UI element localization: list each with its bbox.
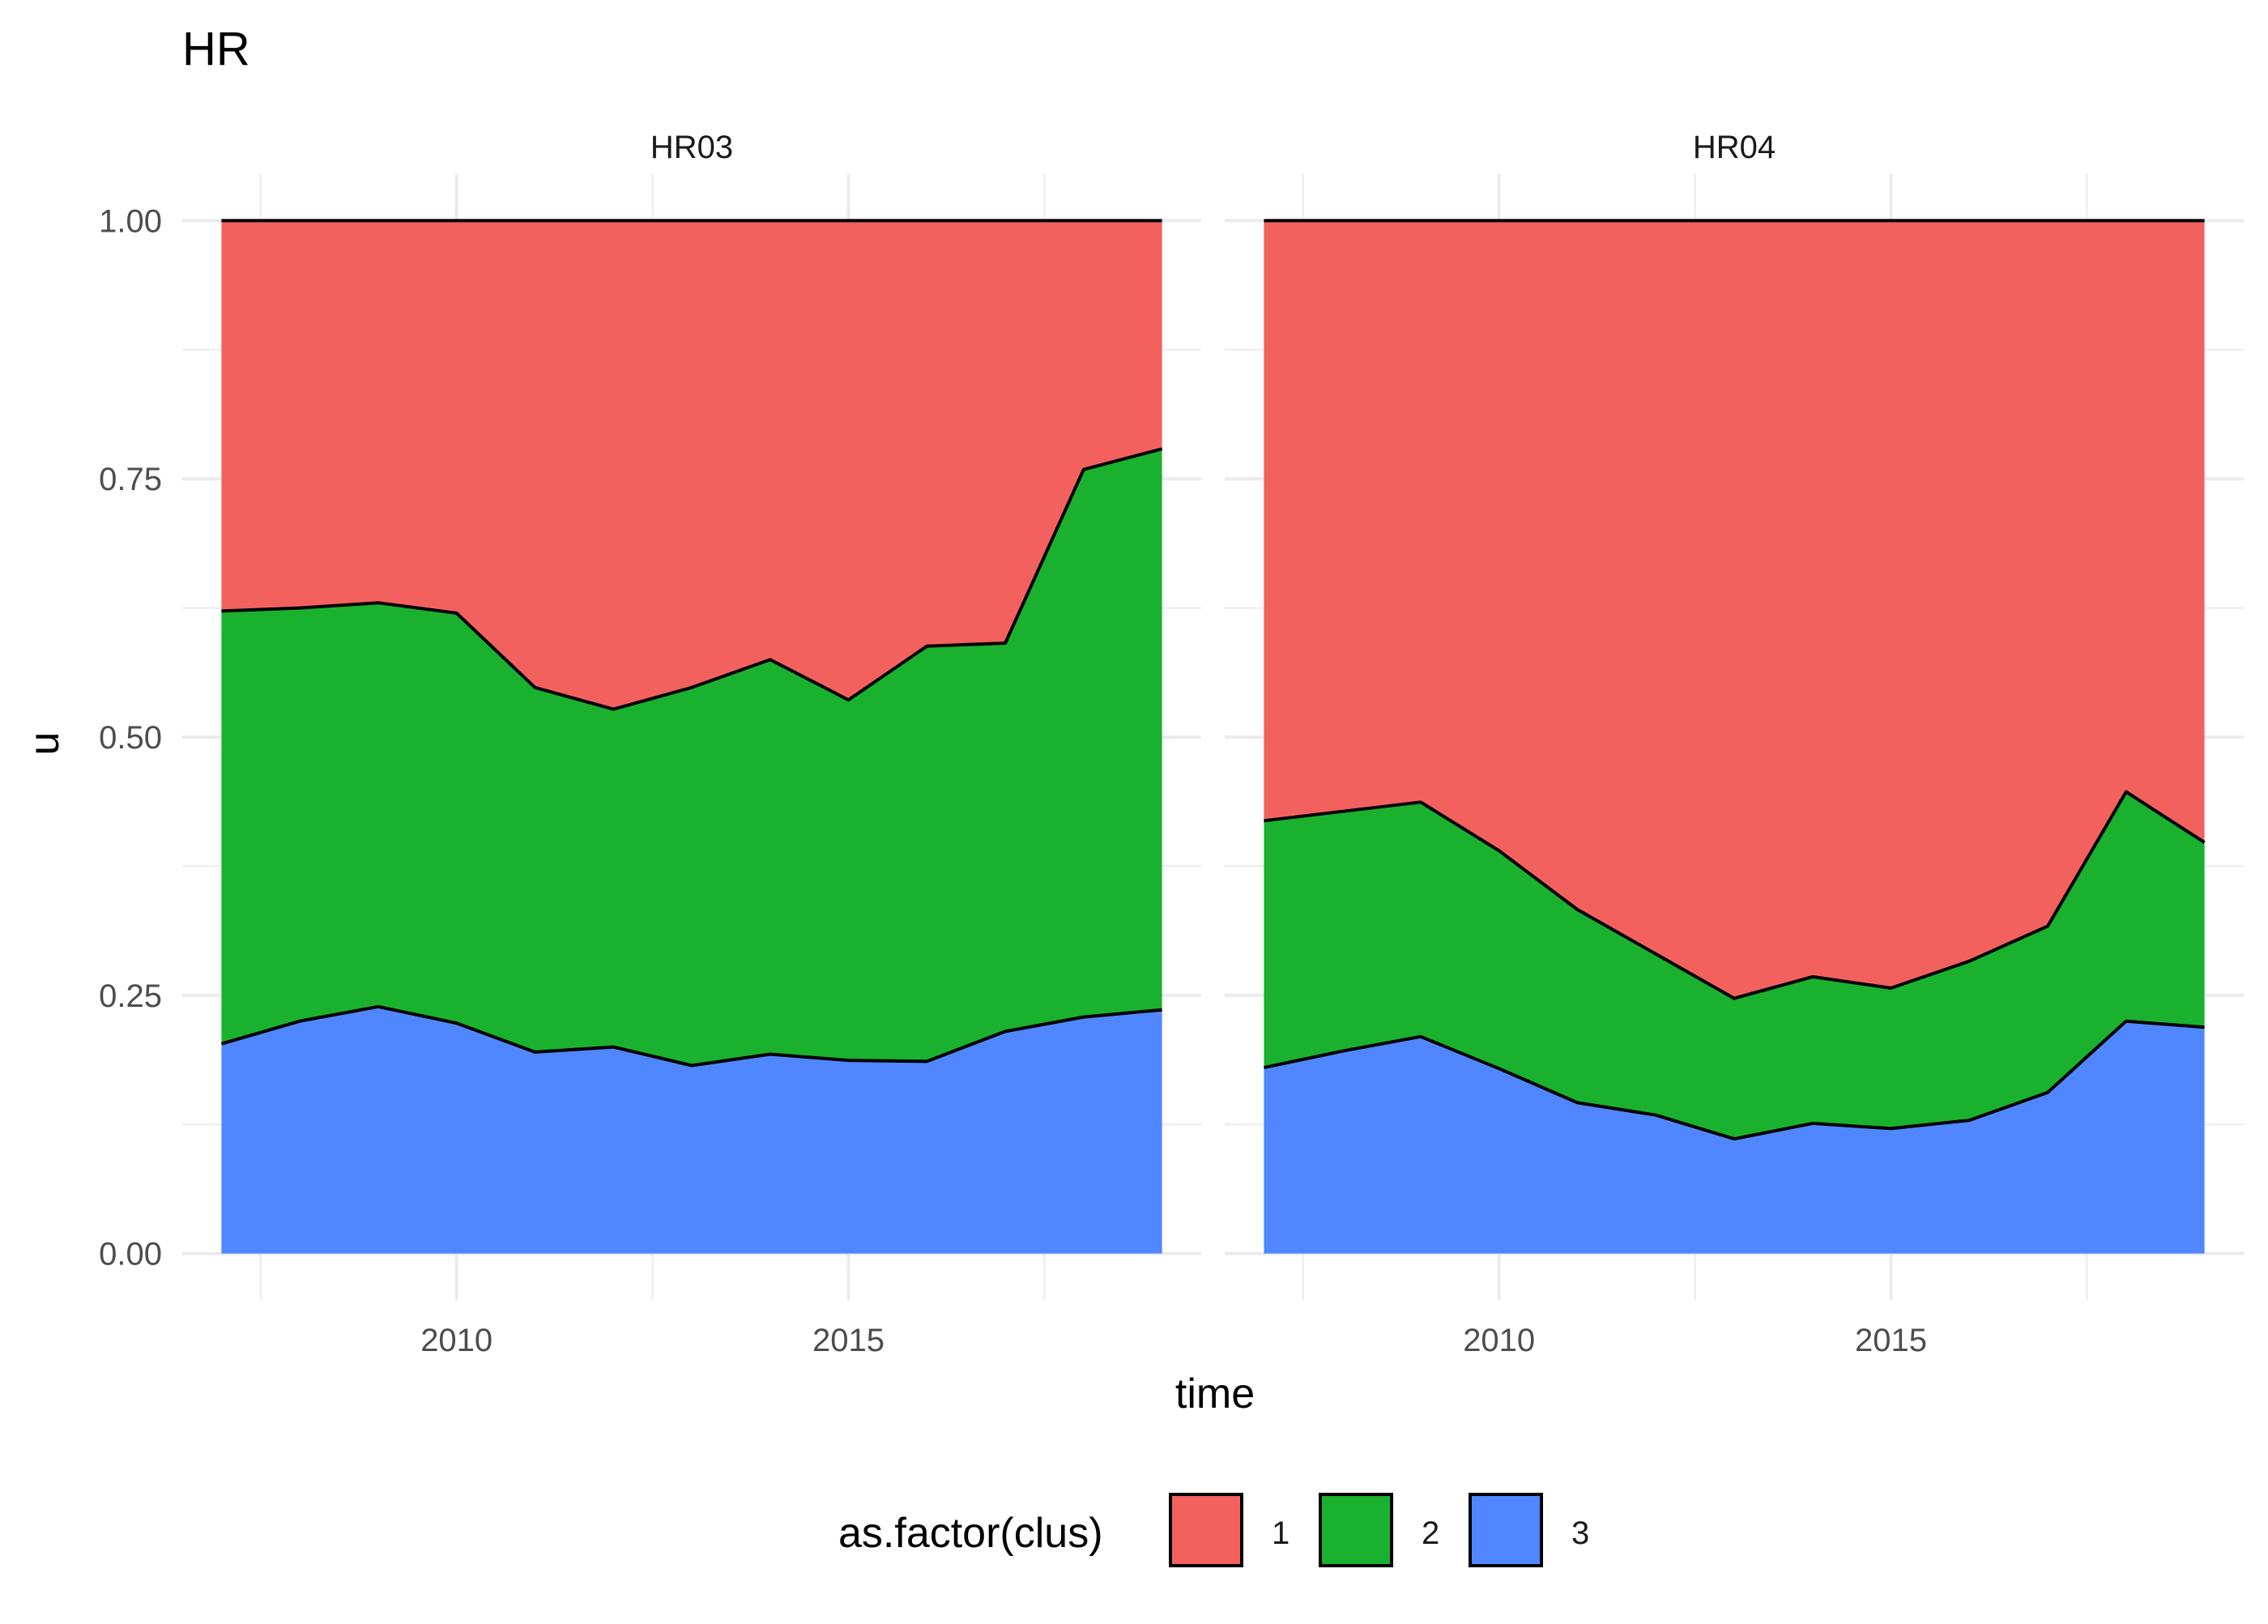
panels-layer: HR03 2010 2015 0.00 0.25 0.50 0.75 1.00 HR04 2010… xyxy=(99,130,2244,1358)
panel-hr04: HR04 2010 2015 xyxy=(1225,130,2244,1358)
legend-key-1 xyxy=(1169,1493,1243,1567)
legend-label-3: 3 xyxy=(1571,1515,1589,1551)
legend-title: as.factor(clus) xyxy=(838,1510,1103,1557)
y-tick-label: 0.75 xyxy=(99,462,162,497)
legend-item-2: 2 xyxy=(1319,1493,1439,1567)
area-series-3 xyxy=(1264,1021,2205,1254)
y-tick-label: 0.25 xyxy=(99,978,162,1014)
area-series-1 xyxy=(1264,220,2205,999)
y-tick-label: 0.00 xyxy=(99,1237,162,1272)
legend: as.factor(clus) 1 2 3 xyxy=(838,1493,1589,1567)
legend-label-1: 1 xyxy=(1272,1515,1290,1551)
area-series-2 xyxy=(1264,791,2205,1140)
area-layer xyxy=(220,219,1163,1254)
y-tick-label: 1.00 xyxy=(99,203,162,239)
area-series-3 xyxy=(221,1006,1162,1254)
y-axis-title: u xyxy=(21,732,68,756)
x-tick-label: 2010 xyxy=(1463,1323,1535,1358)
legend-item-3: 3 xyxy=(1469,1493,1589,1567)
area-series-2 xyxy=(221,449,1162,1066)
area-outline-series-3 xyxy=(1263,1019,2205,1141)
strip-label-hr03: HR03 xyxy=(650,130,733,165)
x-tick-label: 2010 xyxy=(420,1323,492,1358)
area-outline-series-2 xyxy=(1264,790,2206,1000)
legend-item-1: 1 xyxy=(1169,1493,1290,1567)
panel-hr03: HR03 2010 2015 0.00 0.25 0.50 0.75 1.00 xyxy=(99,130,1201,1358)
y-tick-label: 0.50 xyxy=(99,720,162,756)
area-series-1 xyxy=(221,220,1162,710)
x-axis-title: time xyxy=(1175,1370,1255,1417)
area-outline-series-3 xyxy=(220,1004,1162,1068)
legend-label-2: 2 xyxy=(1422,1515,1439,1551)
chart-title: HR xyxy=(182,23,250,75)
area-layer xyxy=(1263,219,2206,1254)
x-tick-label: 2015 xyxy=(1855,1323,1927,1358)
strip-label-hr04: HR04 xyxy=(1693,130,1776,165)
legend-key-2 xyxy=(1319,1493,1393,1567)
legend-key-3 xyxy=(1469,1493,1543,1567)
x-tick-label: 2015 xyxy=(812,1323,885,1358)
area-outline-series-2 xyxy=(221,447,1163,711)
